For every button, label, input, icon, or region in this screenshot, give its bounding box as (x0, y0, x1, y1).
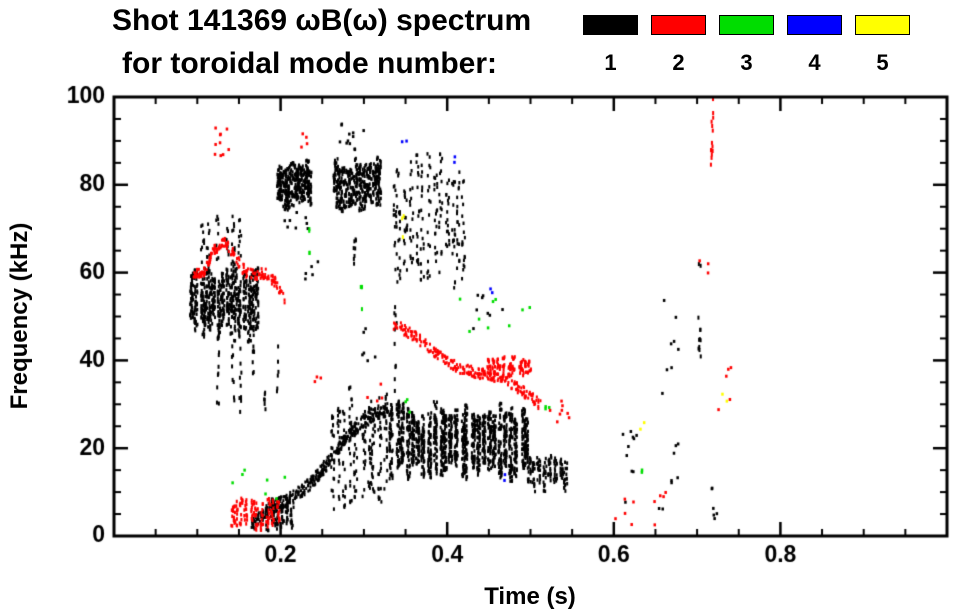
legend-swatch-n4 (787, 15, 842, 35)
legend-swatches (583, 15, 910, 35)
legend-label-n1: 1 (604, 50, 617, 75)
legend-labels: 1 2 3 4 5 (583, 50, 910, 76)
legend-swatch-n3 (719, 15, 774, 35)
legend-swatch-n1 (583, 15, 638, 35)
legend-swatch-n5 (855, 15, 910, 35)
x-axis-label: Time (s) (484, 583, 576, 610)
chart-title: Shot 141369 ωB(ω) spectrum (112, 4, 532, 37)
chart-subtitle: for toroidal mode number: (122, 47, 497, 80)
legend-swatch-n2 (651, 15, 706, 35)
legend-label-n5: 5 (876, 50, 889, 75)
y-axis-label: Frequency (kHz) (6, 222, 33, 410)
legend-label-n2: 2 (672, 50, 685, 75)
legend-label-n4: 4 (808, 50, 821, 75)
legend-label-n3: 3 (740, 50, 753, 75)
